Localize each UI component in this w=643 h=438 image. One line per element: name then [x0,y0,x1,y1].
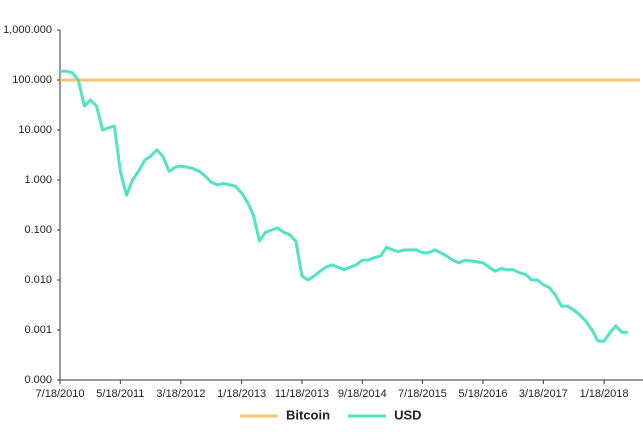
x-tick-label: 11/18/2013 [275,388,329,400]
x-tick-label: 1/18/2013 [217,388,266,400]
x-tick-label: 1/18/2018 [580,388,629,400]
x-tick-label: 3/18/2012 [156,388,205,400]
y-tick-label: 1.000 [24,174,52,186]
y-tick-label: 0.010 [24,274,52,286]
legend: Bitcoin USD [240,407,422,422]
x-tick-label: 7/18/2010 [36,388,85,400]
legend-label: Bitcoin [286,407,330,422]
x-tick-label: 3/18/2017 [519,388,568,400]
legend-label: USD [394,407,421,422]
x-tick-label: 9/18/2014 [338,388,387,400]
x-tick-label: 7/18/2015 [398,388,447,400]
y-tick-label: 0.001 [24,324,52,336]
x-tick-label: 5/18/2011 [96,388,144,400]
y-tick-label: 100.000 [12,74,52,86]
y-tick-label: 0.100 [24,224,52,236]
y-tick-label: 10.000 [18,124,52,136]
line-series [60,69,628,343]
x-tick-label: 5/18/2016 [459,388,508,400]
y-tick-label: 1,000.000 [3,24,52,36]
y-tick-label: 0.000 [24,374,52,386]
